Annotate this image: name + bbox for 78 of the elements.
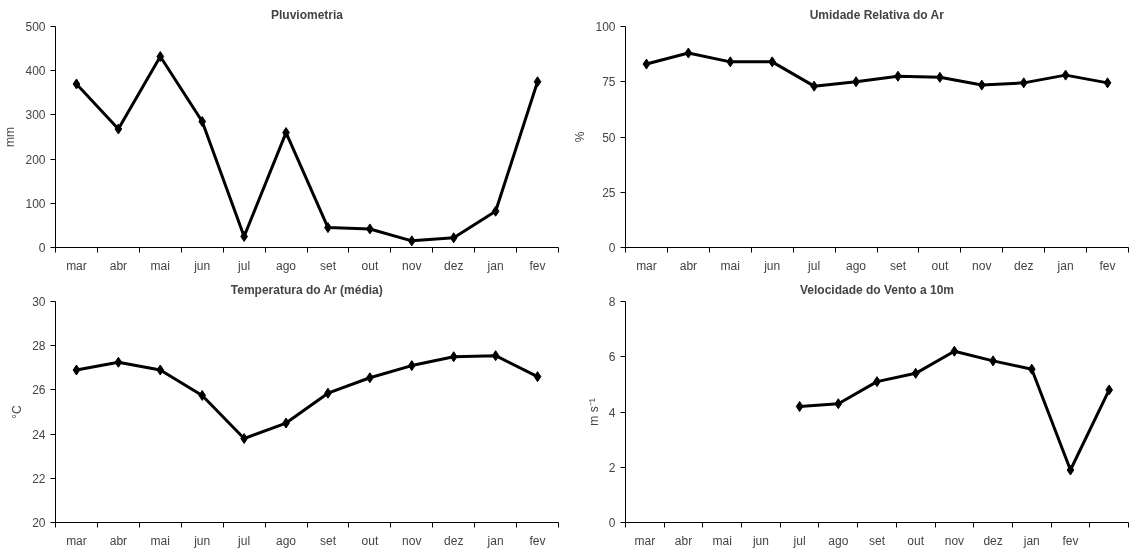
y-axis-title: °C [10,404,25,419]
x-tick-label: jun [763,258,781,273]
chart-title: Umidade Relativa do Ar [809,7,945,22]
x-tick-label: fev [529,258,546,273]
chart-title: Velocidade do Vento a 10m [799,282,955,297]
x-tick-label: abr [109,533,128,548]
x-tick-label: mar [66,258,87,273]
x-tick-label: fev [1099,258,1116,273]
x-tick-label: mai [150,533,170,548]
y-tick-label: 26 [32,383,46,398]
y-axis-title: m s⁻¹ [586,398,601,426]
x-tick-label: dez [444,258,464,273]
y-tick-label: 8 [608,295,616,309]
x-tick-label: set [889,258,907,273]
x-tick-label: abr [109,258,128,273]
x-tick-label: mai [150,258,170,273]
x-tick-label: fev [529,533,546,548]
chart-title: Pluviometria [270,7,344,22]
x-tick-label: out [361,258,379,273]
x-tick-label: jan [1056,258,1074,273]
x-tick-label: nov [402,258,422,273]
x-tick-label: nov [402,533,422,548]
x-tick-label: jun [193,533,211,548]
x-tick-label: jan [486,258,504,273]
x-tick-label: jan [486,533,504,548]
x-tick-label: nov [972,258,992,273]
x-tick-label: jun [751,533,769,548]
y-tick-label: 25 [602,185,616,200]
y-tick-label: 0 [38,241,46,255]
y-tick-label: 2 [608,460,616,475]
x-tick-label: abr [674,533,693,548]
y-tick-label: 22 [32,471,46,486]
x-tick-label: out [361,533,379,548]
y-tick-label: 6 [608,350,616,365]
y-tick-label: 20 [32,516,46,530]
x-tick-label: jul [237,258,251,273]
y-tick-label: 0 [608,516,616,530]
x-tick-label: jan [1022,533,1040,548]
y-tick-label: 4 [608,405,616,420]
x-tick-label: nov [944,533,965,548]
x-tick-label: ago [276,258,297,273]
y-tick-label: 200 [25,152,46,167]
x-tick-label: out [907,533,925,548]
x-tick-label: dez [444,533,464,548]
x-tick-label: jul [237,533,251,548]
x-tick-label: mai [712,533,732,548]
x-tick-label: ago [276,533,297,548]
y-tick-label: 500 [25,20,46,34]
x-tick-label: set [319,533,337,548]
x-tick-label: set [869,533,886,548]
y-tick-label: 0 [608,241,616,255]
x-tick-label: ago [828,533,849,548]
y-axis-title: % [573,131,588,143]
x-tick-label: set [319,258,337,273]
x-tick-label: mar [634,533,656,548]
y-tick-label: 100 [595,20,616,34]
x-tick-label: jul [792,533,806,548]
y-tick-label: 300 [25,108,46,123]
x-tick-label: out [931,258,949,273]
y-axis-title: mm [3,127,18,147]
y-tick-label: 100 [25,196,46,211]
x-tick-label: dez [1014,258,1034,273]
x-tick-label: mar [66,533,87,548]
y-tick-label: 50 [602,130,616,145]
chart-title: Temperatura do Ar (média) [230,282,383,297]
x-tick-label: ago [846,258,867,273]
x-tick-label: jul [807,258,821,273]
x-tick-label: dez [983,533,1003,548]
y-tick-label: 75 [602,75,616,90]
x-tick-label: fev [1062,533,1079,548]
y-tick-label: 30 [32,295,46,309]
x-tick-label: mar [636,258,657,273]
y-tick-label: 400 [25,64,46,79]
x-tick-label: mai [720,258,740,273]
x-tick-label: jun [193,258,211,273]
x-tick-label: abr [679,258,698,273]
y-tick-label: 28 [32,339,46,354]
y-tick-label: 24 [32,427,46,442]
